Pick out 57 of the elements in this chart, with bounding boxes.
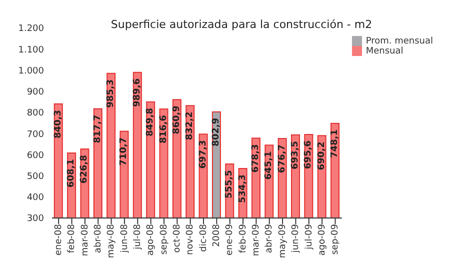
- y-tick-label: 600: [26, 150, 44, 161]
- x-tick-label: ago-08: [146, 224, 156, 256]
- y-tick-label: 300: [26, 214, 44, 224]
- x-tick-label: jul-09: [304, 224, 314, 250]
- x-tick-label: ene-08: [54, 224, 64, 256]
- x-tick-label: ago-09: [317, 224, 328, 256]
- data-label: 626,8: [80, 155, 90, 184]
- y-tick-label: 1.100: [18, 45, 44, 56]
- x-tick-label: mar-08: [80, 224, 90, 256]
- x-tick-label: jun-09: [291, 224, 302, 254]
- data-label: 695,6: [304, 140, 314, 169]
- data-label: 748,1: [330, 129, 340, 158]
- data-label: 697,3: [198, 140, 208, 169]
- data-label: 816,6: [158, 114, 169, 144]
- data-label: 840,3: [53, 110, 64, 138]
- x-tick-label: abr-09: [264, 224, 275, 254]
- data-label: 555,5: [224, 170, 235, 199]
- data-label: 693,5: [290, 140, 300, 170]
- x-tick-label: nov-08: [186, 224, 196, 255]
- data-label: 645,1: [264, 151, 274, 180]
- x-tick-label: sep-08: [159, 224, 170, 255]
- data-label: 849,8: [146, 108, 156, 136]
- y-tick-label: 400: [26, 193, 44, 204]
- y-tick-label: 900: [26, 88, 44, 98]
- data-label: 678,3: [250, 144, 261, 173]
- data-label: 817,7: [92, 114, 103, 144]
- y-tick-label: 800: [26, 108, 44, 119]
- y-tick-label: 500: [26, 172, 44, 182]
- y-tick-label: 1.200: [18, 24, 44, 34]
- x-tick-label: jun-08: [120, 224, 130, 254]
- x-tick-label: mar-09: [252, 224, 262, 256]
- legend-label: Mensual: [366, 46, 404, 57]
- data-label: 860,9: [172, 106, 182, 134]
- x-tick-label: feb-08: [67, 224, 78, 254]
- x-tick-label: oct-08: [172, 224, 183, 253]
- x-tick-label: ene-09: [225, 224, 236, 256]
- x-tick-label: sep-09: [330, 224, 341, 255]
- data-label: 690,2: [316, 142, 327, 170]
- chart-title: Superficie autorizada para la construcción - m2: [110, 18, 372, 31]
- x-tick-label: dic-08: [198, 224, 209, 252]
- x-tick-label: may-09: [278, 224, 288, 258]
- data-label: 676,7: [277, 144, 288, 173]
- data-label: 832,2: [185, 112, 196, 140]
- x-tick-label: jul-08: [133, 224, 144, 250]
- data-label: 534,3: [238, 174, 248, 204]
- y-tick-label: 700: [26, 130, 44, 140]
- y-tick-label: 1.000: [18, 66, 44, 76]
- legend-label: Prom. mensual: [366, 36, 433, 46]
- x-tick-label: 2008: [212, 224, 222, 247]
- x-tick-label: may-08: [106, 224, 117, 258]
- x-tick-label: feb-09: [238, 224, 248, 254]
- data-label: 802,9: [211, 118, 222, 146]
- x-tick-label: abr-08: [93, 224, 104, 254]
- data-label: 985,3: [106, 79, 116, 108]
- data-label: 608,1: [66, 158, 77, 188]
- data-label: 710,7: [119, 137, 130, 166]
- data-label: 989,6: [132, 78, 142, 107]
